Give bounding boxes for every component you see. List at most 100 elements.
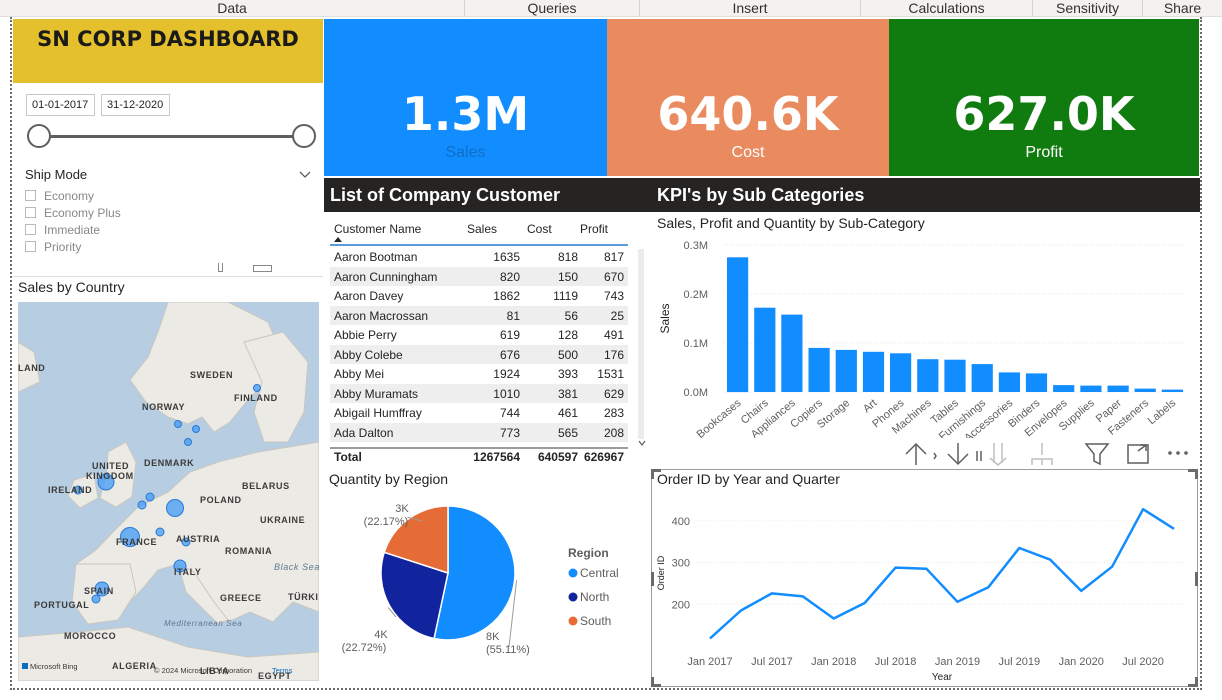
pie-legend-entry[interactable]: South — [580, 614, 611, 628]
bar-paper[interactable] — [1107, 385, 1129, 392]
map-bubble[interactable] — [145, 492, 155, 502]
map-bubble[interactable] — [192, 425, 200, 433]
bar-labels[interactable] — [1161, 389, 1183, 392]
bar-tables[interactable] — [944, 359, 966, 392]
line-point[interactable] — [893, 565, 898, 570]
bar-art[interactable] — [862, 351, 885, 392]
table-row[interactable]: Aaron Macrossan 81 56 25 — [330, 305, 628, 325]
pie-slice-central[interactable] — [433, 505, 516, 641]
map-bubble[interactable] — [174, 420, 182, 428]
table-row[interactable]: Aaron Cunningham 820 150 670 — [330, 266, 628, 286]
bar-fasteners[interactable] — [1134, 388, 1156, 392]
resize-corner[interactable] — [651, 469, 654, 479]
drill-down-icon[interactable] — [947, 443, 982, 466]
resize-handle-icon[interactable] — [218, 263, 223, 272]
checkbox[interactable] — [25, 241, 36, 252]
drill-mode-icon[interactable] — [933, 452, 937, 460]
line-point[interactable] — [924, 566, 929, 571]
resize-handle[interactable] — [1195, 572, 1198, 586]
ship-mode-option-economy[interactable]: Economy — [25, 188, 94, 203]
sort-ascending-icon[interactable] — [334, 237, 342, 242]
pie-slice-south[interactable] — [383, 505, 449, 575]
line-point[interactable] — [1172, 526, 1177, 531]
table-header-profit[interactable]: Profit — [580, 222, 609, 236]
bar-chairs[interactable] — [754, 307, 776, 392]
line-point[interactable] — [831, 616, 836, 621]
filter-icon[interactable] — [1084, 443, 1110, 466]
date-end-input[interactable]: 31-12-2020 — [101, 94, 170, 116]
map-bubble[interactable] — [184, 438, 192, 446]
bar-machines[interactable] — [917, 359, 939, 392]
map-bubble[interactable] — [173, 559, 187, 573]
order-id-line[interactable] — [709, 507, 1175, 640]
bar-appliances[interactable] — [781, 314, 803, 392]
map-bubble[interactable] — [97, 473, 115, 491]
table-row[interactable]: Abbie Perry 619 128 491 — [330, 325, 628, 345]
sales-by-country-map[interactable]: LAND SWEDEN NORWAY FINLAND UNITED KINGDO… — [18, 302, 319, 681]
pie-slice-north[interactable] — [380, 551, 449, 640]
checkbox[interactable] — [25, 224, 36, 235]
ship-mode-option-immediate[interactable]: Immediate — [25, 222, 100, 237]
sales-by-subcategory-bar-chart[interactable]: 0.0M0.1M0.2M0.3MSalesBookcasesChairsAppl… — [650, 232, 1200, 438]
kpi-card-sales[interactable]: 1.3M Sales — [324, 19, 607, 176]
focus-mode-icon[interactable] — [1127, 444, 1149, 464]
ribbon-tab-queries[interactable]: Queries — [464, 0, 639, 17]
map-bubble[interactable] — [181, 537, 191, 547]
line-point[interactable] — [769, 591, 774, 596]
resize-corner[interactable] — [651, 469, 661, 472]
resize-corner[interactable] — [1188, 684, 1198, 687]
line-point[interactable] — [986, 585, 991, 590]
table-row[interactable]: Aaron Bootman 1635 818 817 — [330, 247, 628, 267]
pie-legend-entry[interactable]: Central — [580, 566, 619, 580]
ribbon-tab-data[interactable]: Data — [217, 0, 247, 16]
expand-next-level-icon[interactable] — [1031, 443, 1053, 465]
line-point[interactable] — [862, 601, 867, 606]
kpi-card-profit[interactable]: 627.0K Profit — [889, 19, 1199, 176]
date-slider-start-handle[interactable] — [27, 124, 51, 148]
line-point[interactable] — [738, 608, 743, 613]
order-id-line-chart[interactable]: 200 300 400 Order ID Jan 2017 Jul 2017 Jan 201… — [652, 490, 1197, 686]
drill-up-icon[interactable] — [905, 442, 927, 465]
bar-supplies[interactable] — [1080, 385, 1102, 392]
line-point[interactable] — [1110, 564, 1115, 569]
table-header-sales[interactable]: Sales — [467, 222, 498, 236]
line-point[interactable] — [1079, 588, 1084, 593]
date-slider-track[interactable] — [40, 135, 304, 138]
ship-mode-option-economy-plus[interactable]: Economy Plus — [25, 205, 121, 220]
map-bubble[interactable] — [94, 581, 110, 597]
bar-storage[interactable] — [835, 349, 857, 392]
pie-legend-entry[interactable]: North — [580, 590, 609, 604]
bar-bookcases[interactable] — [727, 257, 749, 393]
table-row[interactable]: Abby Mei 1924 393 1531 — [330, 364, 628, 384]
bar-furnishings[interactable] — [971, 364, 993, 392]
line-point[interactable] — [1141, 507, 1146, 512]
ribbon-tab-share[interactable]: Share — [1142, 0, 1222, 17]
line-point[interactable] — [1048, 557, 1053, 562]
bar-accessories[interactable] — [998, 372, 1020, 392]
date-slider-end-handle[interactable] — [292, 124, 316, 148]
customer-table[interactable]: Customer Name Sales Cost Profit — [324, 213, 649, 464]
line-point[interactable] — [800, 594, 805, 599]
resize-corner[interactable] — [1195, 677, 1198, 687]
chevron-down-icon[interactable] — [638, 439, 646, 447]
table-header-cost[interactable]: Cost — [527, 222, 552, 236]
resize-corner[interactable] — [1195, 469, 1198, 479]
map-bubble[interactable] — [166, 499, 184, 517]
line-point[interactable] — [708, 636, 713, 641]
table-scrollbar[interactable] — [638, 249, 644, 439]
more-options-icon[interactable] — [1168, 451, 1188, 455]
resize-corner[interactable] — [651, 684, 661, 687]
table-header-customer-name[interactable]: Customer Name — [334, 222, 422, 236]
resize-handle[interactable] — [651, 572, 654, 586]
line-point[interactable] — [955, 599, 960, 604]
map-bubble[interactable] — [253, 384, 261, 392]
chevron-down-icon[interactable] — [298, 168, 312, 182]
table-row[interactable]: Abigail Humffray 744 461 283 — [330, 403, 628, 423]
map-bubble[interactable] — [155, 527, 165, 537]
ribbon-tab-calculations[interactable]: Calculations — [860, 0, 1032, 17]
resize-corner[interactable] — [651, 677, 654, 687]
expand-all-down-icon[interactable] — [989, 443, 1007, 466]
map-bubble[interactable] — [137, 500, 147, 510]
bar-phones[interactable] — [890, 353, 912, 392]
map-bubble[interactable] — [91, 594, 101, 604]
